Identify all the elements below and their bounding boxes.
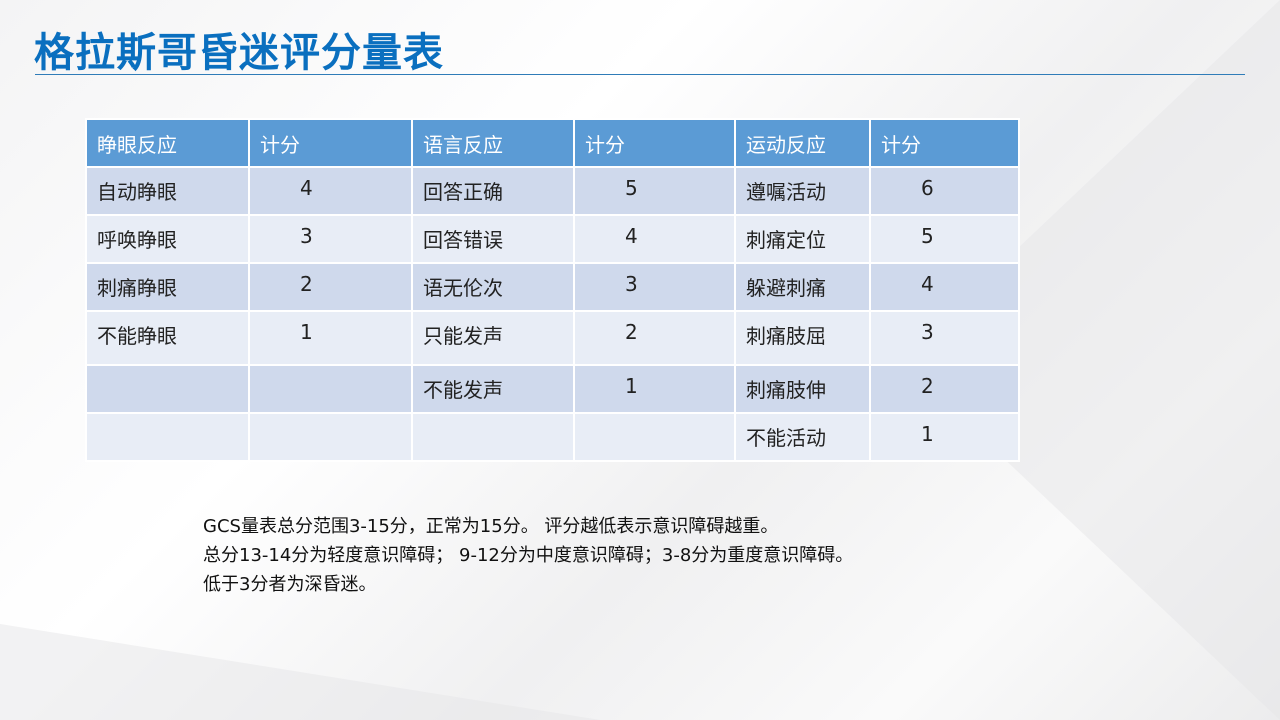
table-row: 呼唤睁眼 3 回答错误 4 刺痛定位 5: [85, 214, 1020, 264]
score-cell: 2: [248, 262, 413, 312]
score-cell: 3: [573, 262, 736, 312]
score-cell: 1: [869, 412, 1020, 462]
header-cell: 计分: [248, 118, 413, 168]
score-cell: 1: [573, 364, 736, 414]
score-cell: 4: [573, 214, 736, 264]
response-cell: 呼唤睁眼: [85, 214, 250, 264]
response-cell: 刺痛肢伸: [734, 364, 871, 414]
header-cell: 运动反应: [734, 118, 871, 168]
response-cell: 不能睁眼: [85, 310, 250, 366]
table-row: 刺痛睁眼 2 语无伦次 3 躲避刺痛 4: [85, 262, 1020, 312]
note-line: 低于3分者为深昏迷。: [203, 574, 377, 595]
score-cell: 5: [869, 214, 1020, 264]
page-title: 格拉斯哥昏迷评分量表: [34, 30, 444, 76]
response-cell: 回答正确: [411, 166, 575, 216]
score-cell: 3: [248, 214, 413, 264]
header-cell: 睁眼反应: [85, 118, 250, 168]
score-cell: 4: [869, 262, 1020, 312]
score-cell: [248, 364, 413, 414]
response-cell: 语无伦次: [411, 262, 575, 312]
header-cell: 计分: [573, 118, 736, 168]
table-row: 不能发声 1 刺痛肢伸 2: [85, 364, 1020, 414]
response-cell: 刺痛睁眼: [85, 262, 250, 312]
response-cell: 躲避刺痛: [734, 262, 871, 312]
response-cell: [85, 364, 250, 414]
table-row: 不能睁眼 1 只能发声 2 刺痛肢屈 3: [85, 310, 1020, 366]
response-cell: 刺痛肢屈: [734, 310, 871, 366]
notes: GCS量表总分范围3-15分，正常为15分。 评分越低表示意识障碍越重。 总分1…: [203, 512, 853, 599]
score-cell: [248, 412, 413, 462]
response-cell: 不能活动: [734, 412, 871, 462]
response-cell: 不能发声: [411, 364, 575, 414]
score-cell: 6: [869, 166, 1020, 216]
response-cell: 只能发声: [411, 310, 575, 366]
header-cell: 计分: [869, 118, 1020, 168]
title-divider: [35, 74, 1245, 75]
response-cell: 回答错误: [411, 214, 575, 264]
table-header-row: 睁眼反应 计分 语言反应 计分 运动反应 计分: [85, 118, 1020, 168]
response-cell: 刺痛定位: [734, 214, 871, 264]
table-row: 自动睁眼 4 回答正确 5 遵嘱活动 6: [85, 166, 1020, 216]
response-cell: [85, 412, 250, 462]
score-cell: 2: [869, 364, 1020, 414]
header-cell: 语言反应: [411, 118, 575, 168]
score-cell: 4: [248, 166, 413, 216]
gcs-table: 睁眼反应 计分 语言反应 计分 运动反应 计分 自动睁眼 4 回答正确 5 遵嘱活动 6 呼…: [85, 118, 1020, 462]
score-cell: 5: [573, 166, 736, 216]
score-cell: 1: [248, 310, 413, 366]
response-cell: [411, 412, 575, 462]
response-cell: 自动睁眼: [85, 166, 250, 216]
note-line: 总分13-14分为轻度意识障碍； 9-12分为中度意识障碍；3-8分为重度意识障…: [203, 545, 854, 566]
note-line: GCS量表总分范围3-15分，正常为15分。 评分越低表示意识障碍越重。: [203, 516, 779, 537]
score-cell: [573, 412, 736, 462]
score-cell: 3: [869, 310, 1020, 366]
score-cell: 2: [573, 310, 736, 366]
response-cell: 遵嘱活动: [734, 166, 871, 216]
table-row: 不能活动 1: [85, 412, 1020, 462]
